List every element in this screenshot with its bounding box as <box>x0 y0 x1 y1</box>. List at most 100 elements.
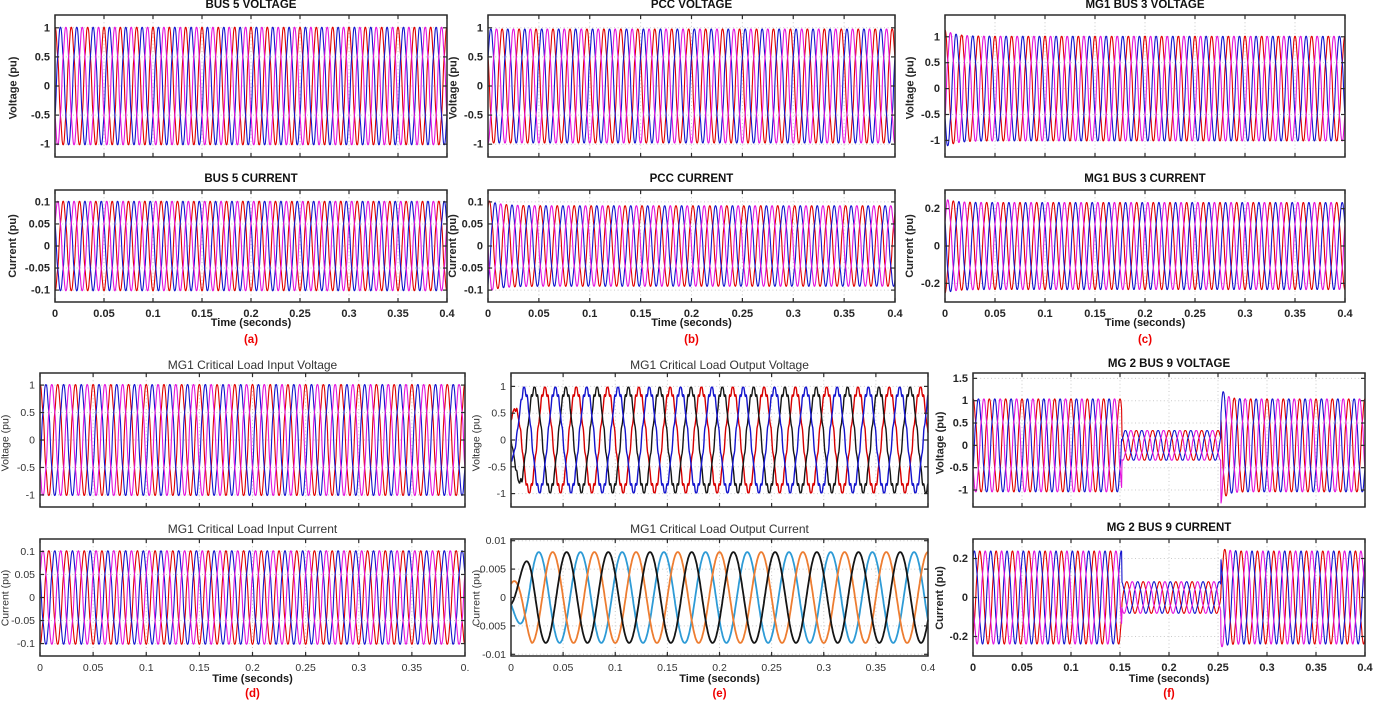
svg-text:1: 1 <box>962 395 968 407</box>
f-current-title: MG 2 BUS 9 CURRENT <box>1106 522 1232 534</box>
svg-text:0.5: 0.5 <box>925 57 940 69</box>
svg-text:1: 1 <box>44 22 50 34</box>
d-current-plot: 0 0.05 0.1 0.15 0.2 0.25 0.3 0.35 0. 0.1 0.05 0 -0.0… <box>11 538 469 674</box>
b-voltage-ylabel: Voltage (pu) <box>447 56 460 120</box>
svg-text:0.4: 0.4 <box>439 308 455 320</box>
svg-text:0: 0 <box>44 241 50 253</box>
svg-text:-1: -1 <box>473 139 483 151</box>
svg-text:0.1: 0.1 <box>139 662 154 674</box>
svg-text:1: 1 <box>29 380 35 392</box>
svg-text:0.3: 0.3 <box>1237 308 1252 320</box>
b-current-plot: 0 0.05 0.1 0.15 0.2 0.25 0.3 0.35 0.40.10.050-0.… <box>460 189 904 320</box>
svg-text:0.3: 0.3 <box>816 662 831 674</box>
svg-text:-0.1: -0.1 <box>464 285 483 297</box>
svg-text:0.05: 0.05 <box>984 308 1005 320</box>
svg-text:0: 0 <box>29 592 35 604</box>
svg-text:-1: -1 <box>930 135 940 147</box>
svg-text:0: 0 <box>485 308 491 320</box>
svg-text:0: 0 <box>29 435 35 447</box>
f-voltage-ylabel: Voltage (pu) <box>934 411 947 475</box>
svg-text:0.2: 0.2 <box>925 203 940 215</box>
e-voltage-title: MG1 Critical Load Output Voltage <box>630 358 809 372</box>
svg-text:0.35: 0.35 <box>1305 662 1326 674</box>
a-panel-letter: (a) <box>243 334 259 346</box>
svg-text:0.35: 0.35 <box>833 308 854 320</box>
d-voltage-title: MG1 Critical Load Input Voltage <box>167 358 338 372</box>
b-current-title: PCC CURRENT <box>649 173 734 185</box>
svg-text:0.1: 0.1 <box>1063 662 1078 674</box>
svg-text:0.1: 0.1 <box>468 196 483 208</box>
b-current-ylabel: Current (pu) <box>447 214 460 278</box>
b-panel-letter: (b) <box>684 334 699 346</box>
svg-text:-1: -1 <box>26 489 35 501</box>
svg-text:-0.5: -0.5 <box>950 462 968 474</box>
svg-text:0.005: 0.005 <box>480 564 506 576</box>
svg-text:0.2: 0.2 <box>953 553 968 565</box>
a-voltage-title: BUS 5 VOLTAGE <box>205 0 297 11</box>
svg-text:0.4: 0.4 <box>1357 662 1373 674</box>
svg-text:0: 0 <box>970 662 976 674</box>
e-time-axis-label: Time (seconds) <box>679 673 760 685</box>
c-time-axis-label: Time (seconds) <box>1104 317 1186 329</box>
figure-c: MG1 BUS 3 VOLTAGE Voltage (pu) 1 0.5 0 -0.5… <box>904 0 1378 355</box>
svg-text:0.2: 0.2 <box>245 662 260 674</box>
svg-text:0.05: 0.05 <box>553 662 574 674</box>
svg-text:0.05: 0.05 <box>83 662 104 674</box>
svg-text:0.05: 0.05 <box>528 308 549 320</box>
svg-text:-1: -1 <box>958 485 968 497</box>
svg-text:0.5: 0.5 <box>468 51 483 63</box>
c-voltage-title: MG1 BUS 3 VOLTAGE <box>1085 0 1205 11</box>
c-panel-letter: (c) <box>1137 334 1153 346</box>
svg-text:1: 1 <box>934 31 940 43</box>
svg-text:0.2: 0.2 <box>1137 308 1152 320</box>
e-current-plot: 0 0.05 0.1 0.15 0.2 0.25 0.3 0.35 0.40.010.0050-… <box>476 536 935 674</box>
svg-text:0.3: 0.3 <box>351 662 366 674</box>
svg-text:0.2: 0.2 <box>712 662 727 674</box>
f-voltage-plot: 1.5 1 0.5 0 -0.5 -1 <box>950 372 1366 508</box>
e-voltage-plot: 1 0.5 0 -0.5 -1 <box>488 372 929 508</box>
svg-text:0: 0 <box>962 592 968 604</box>
svg-text:-0.005: -0.005 <box>476 620 506 632</box>
svg-text:-0.05: -0.05 <box>25 263 50 275</box>
svg-text:0: 0 <box>508 662 514 674</box>
d-panel-letter: (d) <box>245 688 260 700</box>
svg-text:-0.1: -0.1 <box>31 285 50 297</box>
svg-text:-0.2: -0.2 <box>921 278 940 290</box>
svg-text:-0.5: -0.5 <box>17 462 35 474</box>
svg-text:-0.1: -0.1 <box>17 638 35 650</box>
svg-text:0: 0 <box>477 241 483 253</box>
svg-text:0.01: 0.01 <box>486 536 507 547</box>
svg-text:0: 0 <box>934 83 940 95</box>
svg-text:-1: -1 <box>40 139 50 151</box>
svg-text:0.25: 0.25 <box>289 308 310 320</box>
svg-text:0: 0 <box>44 81 50 93</box>
a-current-plot: 0 0.05 0.1 0.15 0.2 0.25 0.3 0.35 0.40.10.050-0.… <box>25 189 456 320</box>
c-current-plot: 0 0.05 0.1 0.15 0.2 0.25 0.3 0.35 0.4 0.2 0 -0.2 <box>921 189 1354 320</box>
svg-text:0.15: 0.15 <box>189 662 210 674</box>
svg-text:0.5: 0.5 <box>491 408 506 420</box>
svg-text:-0.05: -0.05 <box>460 263 483 275</box>
f-voltage-title: MG 2 BUS 9 VOLTAGE <box>1107 358 1231 370</box>
f-panel-letter: (f) <box>1163 688 1175 700</box>
svg-text:0.05: 0.05 <box>462 218 483 230</box>
svg-text:0.05: 0.05 <box>15 569 36 581</box>
a-voltage-plot: 1 0.5 0 -0.5 -1 <box>31 14 448 158</box>
svg-text:0.1: 0.1 <box>608 662 623 674</box>
b-voltage-plot: 1 0.5 0 -0.5 -1 <box>464 14 896 158</box>
f-time-axis-label: Time (seconds) <box>1128 673 1210 685</box>
svg-text:-0.5: -0.5 <box>31 110 50 122</box>
svg-text:-0.5: -0.5 <box>921 109 940 121</box>
svg-text:0.1: 0.1 <box>35 196 50 208</box>
svg-text:0.15: 0.15 <box>1109 662 1130 674</box>
svg-text:0.2: 0.2 <box>684 308 699 320</box>
svg-text:0: 0 <box>934 241 940 253</box>
svg-text:0.35: 0.35 <box>402 662 423 674</box>
figure-b: PCC VOLTAGE Voltage (pu) 1 0.5 0 -0.5 -1 PCC… <box>447 0 905 355</box>
e-current-title: MG1 Critical Load Output Current <box>630 522 809 536</box>
svg-text:0.25: 0.25 <box>1184 308 1205 320</box>
svg-text:0.3: 0.3 <box>1259 662 1274 674</box>
d-voltage-plot: 1 0.5 0 -0.5 -1 <box>17 372 466 508</box>
figure-a: BUS 5 VOLTAGE Voltage (pu) 1 0.5 0 -0.5 -1 B… <box>0 0 460 355</box>
svg-text:1.5: 1.5 <box>953 373 968 385</box>
svg-text:0.15: 0.15 <box>630 308 651 320</box>
